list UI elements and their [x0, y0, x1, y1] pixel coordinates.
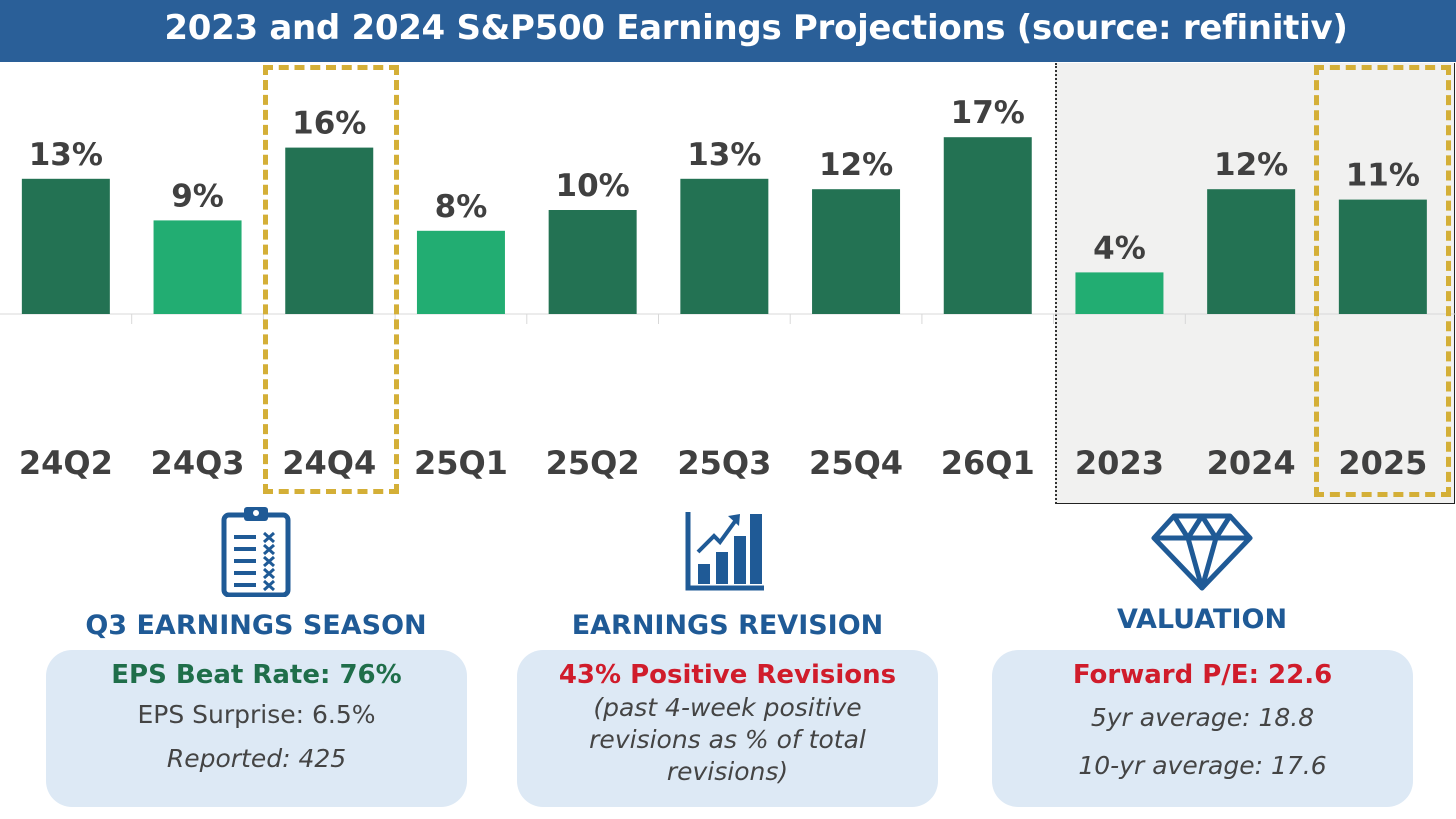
bar-25q3 [680, 178, 769, 314]
section-title-earnings-revision: EARNINGS REVISION [571, 610, 884, 641]
value-label-26q1: 17% [951, 95, 1025, 131]
bar-25q1 [416, 230, 505, 314]
diamond-icon [1151, 513, 1253, 591]
category-label-24q2: 24Q2 [19, 444, 113, 482]
bar-24q4 [285, 147, 374, 314]
five-year-average: 5yr average: 18.8 [1090, 703, 1315, 732]
highlight-box-2025 [1314, 65, 1451, 497]
earnings-revision-card: 43% Positive Revisions (past 4-week posi… [517, 650, 938, 807]
category-label-24q4: 24Q4 [282, 444, 376, 482]
category-label-25q2: 25Q2 [546, 444, 640, 482]
revision-note-line-1: (past 4-week positive [593, 693, 862, 722]
section-title-q3-earnings: Q3 EARNINGS SEASON [85, 610, 427, 641]
value-label-25q2: 10% [556, 168, 630, 204]
category-label-26q1: 26Q1 [941, 444, 1035, 482]
bar-2025 [1338, 199, 1427, 314]
value-label-25q3: 13% [687, 137, 761, 173]
page-title: 2023 and 2024 S&P500 Earnings Projection… [164, 8, 1348, 48]
value-label-2024: 12% [1214, 147, 1288, 183]
bar-26q1 [943, 137, 1032, 314]
eps-beat-rate: EPS Beat Rate: 76% [111, 660, 402, 690]
revision-note-line-3: revisions) [666, 757, 789, 786]
category-label-25q1: 25Q1 [414, 444, 508, 482]
category-label-2025: 2025 [1338, 444, 1427, 482]
revision-note-line-2: revisions as % of total [589, 725, 866, 754]
title-banner: 2023 and 2024 S&P500 Earnings Projection… [0, 0, 1456, 62]
value-label-24q2: 13% [29, 137, 103, 173]
bar-24q3 [153, 220, 242, 314]
valuation-card: Forward P/E: 22.6 5yr average: 18.8 10-y… [992, 650, 1413, 807]
category-label-2024: 2024 [1207, 444, 1296, 482]
earnings-growth-chart: 13% 24Q2 9% 24Q3 16% 24Q4 8% 25Q1 10% 25Q2 13% 25Q3… [0, 95, 1456, 482]
value-label-24q3: 9% [171, 178, 224, 214]
section-title-valuation: VALUATION [1116, 604, 1288, 635]
bar-2024 [1207, 189, 1296, 314]
bar-25q2 [548, 210, 637, 314]
highlight-box-24q4 [263, 65, 399, 494]
bar-2023 [1075, 272, 1164, 314]
clipboard-checklist-icon [221, 507, 291, 597]
category-label-25q4: 25Q4 [809, 444, 903, 482]
category-label-2023: 2023 [1075, 444, 1164, 482]
value-label-24q4: 16% [292, 106, 366, 142]
value-label-25q1: 8% [435, 189, 488, 225]
eps-surprise: EPS Surprise: 6.5% [137, 700, 376, 729]
bar-25q4 [812, 189, 901, 314]
rising-bar-chart-icon [685, 512, 764, 591]
q3-earnings-card: EPS Beat Rate: 76% EPS Surprise: 6.5% Re… [46, 650, 467, 807]
value-label-25q4: 12% [819, 147, 893, 183]
category-label-25q3: 25Q3 [677, 444, 771, 482]
value-label-2025: 11% [1346, 158, 1420, 194]
category-label-24q3: 24Q3 [151, 444, 245, 482]
positive-revisions: 43% Positive Revisions [558, 660, 897, 690]
bar-24q2 [21, 178, 110, 314]
ten-year-average: 10-yr average: 17.6 [1078, 751, 1327, 780]
forward-pe: Forward P/E: 22.6 [1072, 660, 1333, 690]
reported-count: Reported: 425 [166, 744, 347, 773]
value-label-2023: 4% [1093, 230, 1146, 266]
